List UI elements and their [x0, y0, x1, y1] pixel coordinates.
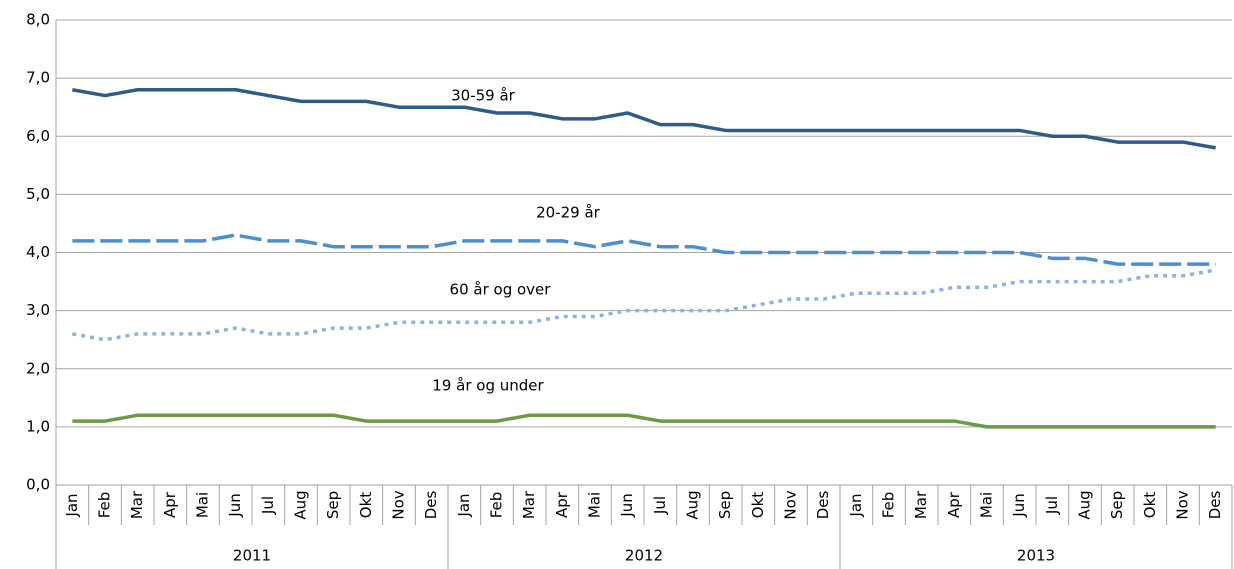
- x-tick-label: Nov: [1174, 490, 1192, 519]
- y-tick-label: 1,0: [26, 417, 50, 435]
- x-tick-label: Mar: [912, 490, 930, 519]
- x-tick-label: Aug: [684, 490, 702, 519]
- y-tick-label: 6,0: [26, 127, 50, 145]
- x-tick-label: Mar: [128, 490, 146, 519]
- x-tick-label: Des: [1206, 491, 1224, 520]
- x-tick-label: Mai: [978, 492, 996, 518]
- series-label: 19 år og under: [432, 377, 544, 395]
- series-line: [72, 88, 1216, 150]
- x-tick-label: Jan: [63, 493, 81, 517]
- x-tick-label: Sep: [1108, 491, 1126, 519]
- x-group-label: 2011: [233, 547, 271, 565]
- x-tick-label: Sep: [716, 491, 734, 519]
- x-tick-label: Feb: [488, 492, 506, 519]
- x-tick-label: Feb: [96, 492, 114, 519]
- y-tick-label: 3,0: [26, 301, 50, 319]
- x-tick-label: Jun: [1010, 493, 1028, 517]
- x-tick-label: Sep: [324, 491, 342, 519]
- x-tick-label: Nov: [390, 490, 408, 519]
- x-tick-label: Okt: [749, 492, 767, 518]
- x-tick-label: Mai: [586, 492, 604, 518]
- x-tick-label: Jun: [226, 493, 244, 517]
- x-tick-label: Feb: [880, 492, 898, 519]
- y-tick-label: 4,0: [26, 243, 50, 261]
- series-label: 30-59 år: [451, 87, 516, 105]
- x-tick-label: Apr: [945, 491, 963, 518]
- x-tick-label: Jun: [618, 493, 636, 517]
- x-tick-label: Apr: [161, 491, 179, 518]
- x-tick-label: Nov: [782, 490, 800, 519]
- series-line: [72, 268, 1216, 342]
- x-tick-label: Apr: [553, 491, 571, 518]
- x-tick-label: Jul: [1043, 496, 1061, 515]
- x-tick-label: Aug: [1076, 490, 1094, 519]
- x-tick-label: Jul: [259, 496, 277, 515]
- x-group-label: 2013: [1017, 547, 1055, 565]
- x-tick-label: Jul: [651, 496, 669, 515]
- series-label: 20-29 år: [536, 204, 601, 222]
- y-tick-label: 0,0: [26, 476, 50, 494]
- x-group-label: 2012: [625, 547, 663, 565]
- x-tick-label: Jan: [455, 493, 473, 517]
- y-tick-label: 8,0: [26, 11, 50, 29]
- x-tick-label: Des: [814, 491, 832, 520]
- series-line: [72, 413, 1216, 429]
- x-tick-label: Jan: [847, 493, 865, 517]
- series-label: 60 år og over: [450, 281, 552, 299]
- y-tick-label: 2,0: [26, 359, 50, 377]
- series-line: [72, 233, 1216, 266]
- x-tick-label: Okt: [357, 492, 375, 518]
- x-tick-label: Mai: [194, 492, 212, 518]
- x-tick-label: Okt: [1141, 492, 1159, 518]
- x-tick-label: Mar: [520, 490, 538, 519]
- y-tick-label: 5,0: [26, 185, 50, 203]
- x-tick-label: Des: [422, 491, 440, 520]
- y-tick-label: 7,0: [26, 69, 50, 87]
- x-tick-label: Aug: [292, 490, 310, 519]
